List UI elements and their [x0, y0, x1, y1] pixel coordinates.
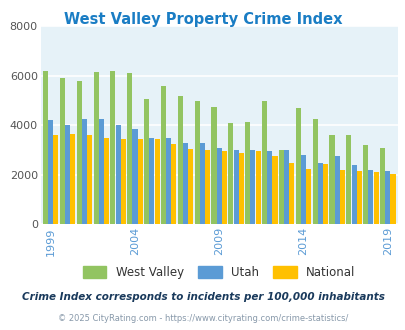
Bar — [211, 107, 216, 224]
Text: Crime Index corresponds to incidents per 100,000 inhabitants: Crime Index corresponds to incidents per… — [21, 292, 384, 302]
Bar — [272, 156, 277, 224]
Bar — [205, 150, 210, 224]
Bar — [166, 138, 171, 224]
Bar — [334, 156, 339, 224]
Bar — [295, 108, 300, 224]
Bar — [284, 150, 288, 224]
Bar — [199, 143, 205, 224]
Bar — [379, 148, 384, 224]
Bar — [82, 119, 87, 224]
Bar — [53, 135, 58, 224]
Bar — [367, 170, 373, 224]
Bar — [115, 125, 120, 224]
Bar — [266, 151, 272, 224]
Bar — [300, 155, 305, 224]
Bar — [255, 151, 260, 224]
Bar — [171, 144, 176, 224]
Bar — [183, 143, 188, 224]
Bar — [60, 79, 65, 224]
Bar — [351, 165, 356, 224]
Bar — [98, 119, 104, 224]
Bar — [238, 152, 243, 224]
Bar — [48, 120, 53, 224]
Bar — [127, 74, 132, 224]
Bar — [222, 151, 226, 224]
Bar — [317, 163, 322, 224]
Bar — [305, 169, 311, 224]
Bar — [93, 72, 98, 224]
Bar — [188, 149, 193, 224]
Bar — [149, 138, 154, 224]
Bar — [233, 150, 238, 224]
Bar — [356, 171, 361, 224]
Bar — [245, 122, 249, 224]
Bar — [132, 129, 137, 224]
Bar — [362, 145, 367, 224]
Bar — [70, 134, 75, 224]
Bar — [312, 119, 317, 224]
Legend: West Valley, Utah, National: West Valley, Utah, National — [83, 266, 355, 279]
Bar — [194, 101, 199, 224]
Bar — [104, 138, 109, 224]
Bar — [137, 139, 143, 224]
Bar — [278, 150, 283, 224]
Bar — [228, 123, 233, 224]
Bar — [216, 148, 221, 224]
Bar — [384, 171, 389, 224]
Bar — [339, 170, 344, 224]
Bar — [110, 71, 115, 224]
Bar — [345, 135, 350, 224]
Bar — [373, 172, 378, 224]
Text: West Valley Property Crime Index: West Valley Property Crime Index — [64, 12, 341, 26]
Bar — [154, 139, 159, 224]
Bar — [77, 81, 81, 224]
Text: © 2025 CityRating.com - https://www.cityrating.com/crime-statistics/: © 2025 CityRating.com - https://www.city… — [58, 314, 347, 323]
Bar — [177, 96, 182, 224]
Bar — [250, 150, 255, 224]
Bar — [160, 86, 166, 224]
Bar — [322, 164, 327, 224]
Bar — [328, 135, 334, 224]
Bar — [43, 71, 48, 224]
Bar — [87, 135, 92, 224]
Bar — [390, 174, 394, 224]
Bar — [289, 163, 294, 224]
Bar — [65, 125, 70, 224]
Bar — [261, 101, 266, 224]
Bar — [121, 139, 126, 224]
Bar — [144, 99, 149, 224]
